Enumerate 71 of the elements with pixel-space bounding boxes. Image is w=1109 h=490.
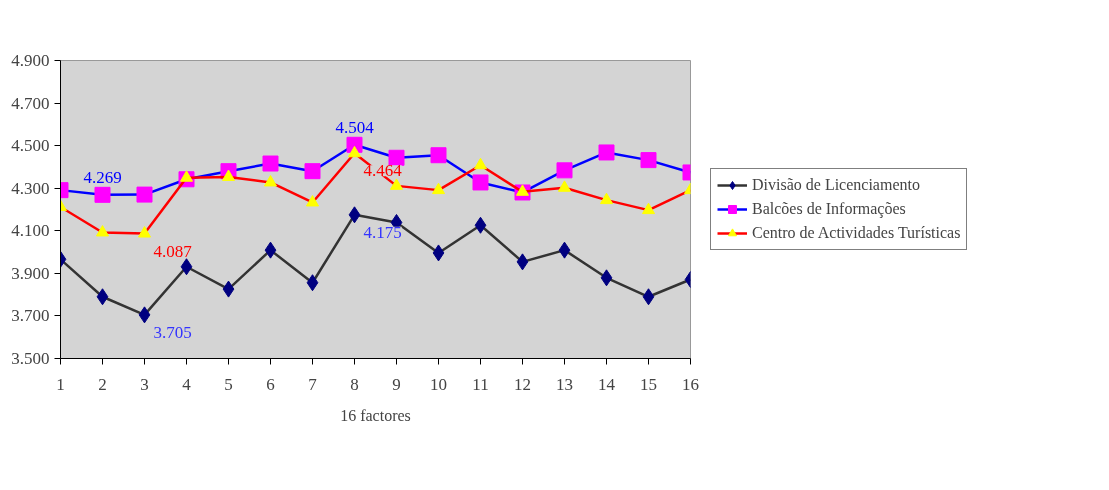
data-label: 4.504 [335,117,375,137]
point [558,241,571,259]
point [642,202,655,215]
x-tick-label: 14 [598,374,616,394]
point [600,192,613,205]
y-tick-label: 3.700 [11,306,50,326]
point [348,145,361,158]
x-tick-label: 7 [308,374,318,394]
y-tick-label: 3.900 [11,263,50,283]
point [516,253,529,271]
point [556,162,573,179]
x-tick-label: 11 [472,374,489,394]
data-label: 4.464 [363,161,403,181]
point [598,144,615,161]
x-tick-label: 4 [182,374,192,394]
point [640,152,657,169]
x-tick-label: 13 [556,374,573,394]
point [262,155,279,172]
legend-label: Balcões de Informações [752,200,906,218]
point [430,147,447,164]
y-tick-label: 4.900 [11,51,50,70]
point [138,306,151,324]
data-label: 4.175 [363,222,402,242]
legend-label: Divisão de Licenciamento [752,176,920,194]
point [432,182,445,195]
point [348,206,361,224]
y-tick-label: 3.500 [11,349,50,368]
point [180,258,193,276]
point [642,288,655,306]
x-tick-label: 1 [56,374,65,394]
point [96,225,109,237]
y-tick-label: 4.300 [11,178,50,198]
point [94,186,111,203]
point [558,180,571,192]
x-tick-label: 16 [682,374,699,394]
point [306,195,319,207]
point [136,186,153,203]
x-axis-title: 16 factores [340,406,411,424]
x-tick-label: 9 [392,374,401,394]
x-tick-label: 6 [266,374,275,394]
y-tick-label: 4.500 [11,136,50,156]
point [304,163,321,180]
point [180,170,193,182]
data-label: 4.087 [153,241,193,261]
point [264,241,277,259]
point [264,175,277,187]
x-tick-label: 8 [350,374,359,394]
data-label: 4.269 [83,167,122,187]
point [96,288,109,306]
point [222,169,235,181]
point [474,157,487,170]
x-tick-label: 3 [140,374,149,394]
point [390,178,403,190]
point [516,184,529,196]
x-tick-label: 10 [430,374,447,394]
y-tick-label: 4.100 [11,221,50,241]
x-tick-label: 5 [224,374,233,394]
data-label: 3.705 [153,322,192,342]
point [432,244,445,262]
point [306,274,319,292]
point [600,269,613,287]
legend-label: Centro de Actividades Turísticas [752,224,961,242]
y-tick-label: 4.700 [11,93,50,113]
x-tick-label: 12 [514,374,531,394]
point [138,226,151,238]
x-tick-label: 2 [98,374,107,394]
point [388,149,405,166]
point [222,280,235,298]
point [472,174,489,191]
x-tick-label: 15 [640,374,657,394]
point [474,216,487,234]
